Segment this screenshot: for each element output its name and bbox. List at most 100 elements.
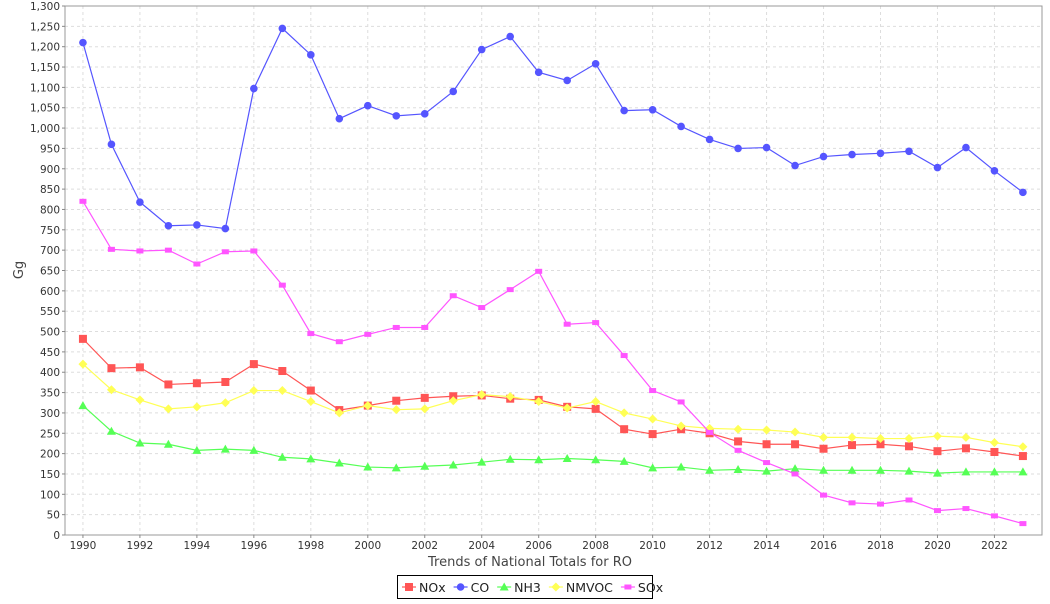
- data-point-nmvoc: [249, 386, 259, 396]
- series-sox: [79, 198, 1027, 527]
- data-point-nmvoc: [932, 431, 942, 441]
- legend-item-nox: NOx: [402, 580, 446, 595]
- legend-marker: [456, 583, 465, 591]
- legend-marker: [624, 584, 632, 590]
- data-point-nh3: [762, 466, 772, 475]
- data-point-co: [791, 161, 799, 170]
- data-point-nh3: [277, 452, 287, 461]
- data-point-nox: [249, 360, 258, 369]
- grid: [65, 5, 1042, 536]
- data-point-sox: [876, 501, 884, 507]
- data-point-nmvoc: [78, 359, 88, 369]
- data-point-nh3: [192, 445, 202, 454]
- legend: NOx CO NH3 NMVOC SOx: [397, 575, 663, 599]
- data-point-co: [905, 147, 913, 156]
- y-tick-label: 1,300: [30, 1, 60, 13]
- series-line-nmvoc: [82, 363, 1024, 448]
- y-tick-label: 450: [40, 347, 60, 359]
- x-tick-label: 1994: [184, 540, 211, 552]
- data-point-nmvoc: [363, 401, 373, 411]
- x-tick-label: 1998: [297, 540, 324, 552]
- data-point-sox: [221, 249, 229, 255]
- data-point-nh3: [591, 455, 601, 464]
- data-point-co: [307, 51, 315, 59]
- data-point-nmvoc: [106, 385, 116, 395]
- data-point-nh3: [619, 456, 629, 465]
- data-point-nh3: [249, 445, 259, 454]
- data-point-nh3: [562, 453, 572, 462]
- data-point-sox: [421, 324, 429, 330]
- data-point-sox: [193, 261, 201, 267]
- data-point-nox: [420, 393, 429, 402]
- data-point-nh3: [220, 444, 230, 453]
- series-nox: [78, 334, 1027, 461]
- data-point-nox: [990, 447, 999, 456]
- data-point-nox: [164, 380, 173, 389]
- x-tick-label: 1992: [127, 540, 154, 552]
- data-point-nmvoc: [989, 438, 999, 448]
- data-point-nh3: [163, 439, 173, 448]
- data-point-nh3: [705, 465, 715, 474]
- data-point-nox: [591, 404, 600, 413]
- data-point-nh3: [534, 455, 544, 464]
- x-tick-label: 2008: [582, 540, 609, 552]
- data-point-sox: [535, 268, 543, 274]
- y-tick-label: 800: [40, 204, 60, 216]
- data-point-co: [990, 167, 999, 175]
- y-tick-label: 500: [40, 327, 60, 339]
- y-tick-label: 850: [40, 184, 60, 196]
- data-point-co: [876, 149, 885, 158]
- x-tick-label: 2014: [753, 540, 780, 552]
- data-point-nh3: [676, 462, 686, 471]
- data-point-nh3: [334, 458, 344, 467]
- y-tick-label: 50: [47, 510, 60, 522]
- data-point-nmvoc: [534, 397, 544, 407]
- data-point-co: [193, 221, 201, 229]
- data-point-co: [136, 198, 144, 206]
- y-tick-label: 1,100: [30, 82, 60, 94]
- legend-label: SOx: [638, 580, 663, 595]
- data-point-sox: [307, 331, 315, 337]
- data-point-nh3: [135, 438, 145, 447]
- data-point-co: [449, 87, 458, 96]
- series-nmvoc: [78, 359, 1028, 452]
- data-point-nh3: [505, 454, 515, 463]
- data-point-nox: [734, 437, 743, 446]
- data-point-nh3: [932, 468, 942, 477]
- data-point-sox: [563, 321, 571, 327]
- data-point-co: [648, 105, 657, 114]
- y-tick-label: 700: [40, 245, 60, 257]
- y-tick-label: 1,250: [30, 21, 60, 33]
- y-tick-label: 150: [40, 469, 60, 481]
- data-point-sox: [478, 305, 486, 311]
- data-point-co: [506, 32, 515, 41]
- data-point-sox: [706, 429, 714, 435]
- data-point-nh3: [106, 426, 116, 435]
- data-point-sox: [364, 331, 372, 337]
- data-point-nh3: [477, 457, 487, 466]
- data-point-sox: [1019, 521, 1027, 527]
- data-point-nox: [392, 396, 401, 405]
- data-point-nh3: [904, 466, 914, 475]
- data-point-sox: [592, 320, 600, 326]
- data-point-sox: [278, 282, 286, 288]
- legend-marker: [551, 582, 561, 592]
- legend-label: CO: [471, 580, 490, 595]
- data-point-sox: [791, 471, 799, 477]
- data-point-sox: [677, 399, 685, 405]
- data-point-co: [762, 143, 771, 152]
- y-tick-label: 350: [40, 388, 60, 400]
- legend-item-sox: SOx: [620, 580, 663, 595]
- data-point-sox: [734, 447, 742, 453]
- data-point-nox: [819, 444, 828, 453]
- data-point-co: [591, 59, 600, 68]
- data-point-nh3: [847, 465, 857, 474]
- data-point-sox: [848, 500, 856, 506]
- legend-box: [397, 575, 653, 599]
- x-tick-label: 2020: [924, 540, 951, 552]
- data-point-sox: [962, 506, 970, 512]
- y-tick-label: 100: [40, 489, 60, 501]
- data-point-co: [933, 163, 942, 172]
